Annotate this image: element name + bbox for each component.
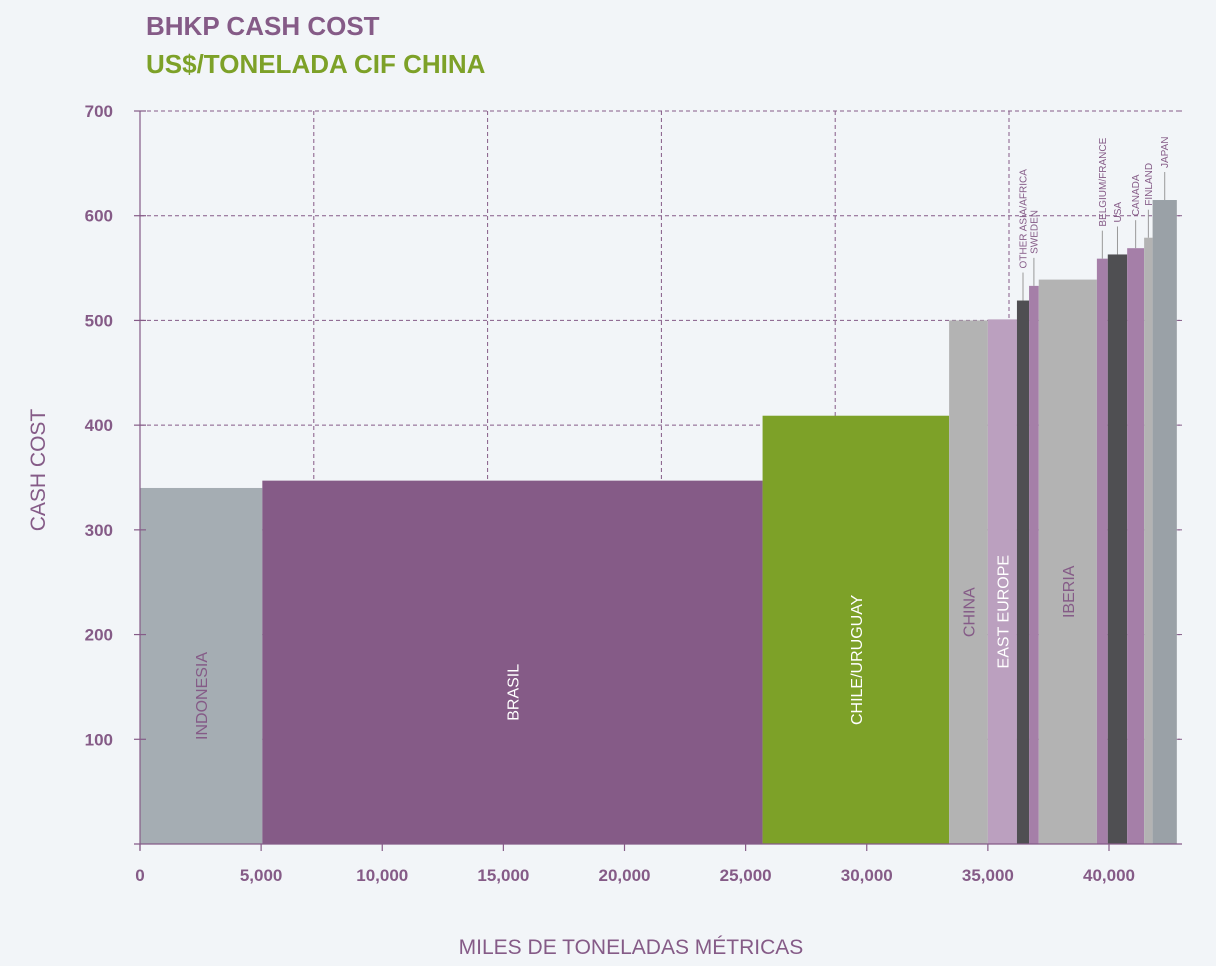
bar-labels: INDONESIA BRASIL CHILE/URUGUAY CHINA EAST EU… (194, 137, 1171, 740)
bar-chile-uruguay (762, 415, 950, 844)
bar-label-finland: FINLAND (1144, 163, 1155, 206)
y-tick-label-100: 100 (85, 730, 113, 749)
bar-label-brasil: BRASIL (505, 664, 522, 721)
bar-indonesia (140, 487, 263, 844)
x-tick-label-0: 0 (135, 866, 144, 885)
chart-subtitle: US$/TONELADA CIF CHINA (146, 49, 486, 79)
y-tick-label-200: 200 (85, 626, 113, 645)
bar-belgium-france (1096, 258, 1108, 844)
bar-japan (1152, 200, 1177, 844)
y-tick-label-400: 400 (85, 416, 113, 435)
y-axis-title: CASH COST (27, 409, 50, 532)
bar-usa (1107, 254, 1128, 845)
bar-china (949, 320, 988, 844)
bar-iberia (1038, 279, 1097, 845)
bars (140, 200, 1177, 845)
bar-finland (1144, 237, 1153, 844)
x-tick-label-30000: 30,000 (841, 866, 893, 885)
x-tick-label-25000: 25,000 (720, 866, 772, 885)
y-tick-label-500: 500 (85, 311, 113, 330)
x-tick-label-15000: 15,000 (477, 866, 529, 885)
x-tick-label-35000: 35,000 (962, 866, 1014, 885)
chart-title: BHKP CASH COST (146, 11, 380, 41)
bar-sweden (1029, 285, 1039, 844)
bar-other-asia-africa (1016, 300, 1030, 845)
bar-label-japan: JAPAN (1160, 137, 1171, 169)
bar-east-europe (987, 319, 1017, 844)
bar-label-indonesia: INDONESIA (194, 652, 211, 740)
y-tick-label-300: 300 (85, 521, 113, 540)
x-axis-title: MILES DE TONELADAS MÉTRICAS (459, 936, 804, 959)
bar-label-other-asia-africa: OTHER ASIA/AFRICA (1019, 169, 1030, 269)
bar-brasil (262, 480, 763, 844)
bar-label-chile-uruguay: CHILE/URUGUAY (849, 594, 866, 725)
bar-label-east-europe: EAST EUROPE (995, 555, 1012, 669)
x-tick-label-20000: 20,000 (599, 866, 651, 885)
y-tick-label-700: 700 (85, 102, 113, 121)
x-tick-label-10000: 10,000 (356, 866, 408, 885)
x-tick-label-5000: 5,000 (240, 866, 283, 885)
bar-label-canada: CANADA (1131, 174, 1142, 216)
y-tick-label-600: 600 (85, 207, 113, 226)
bar-label-sweden: SWEDEN (1029, 210, 1040, 254)
x-tick-label-40000: 40,000 (1083, 866, 1135, 885)
bar-label-belgium-france: BELGIUM/FRANCE (1098, 137, 1109, 226)
bar-label-china: CHINA (961, 587, 978, 637)
bar-label-usa: USA (1113, 202, 1124, 223)
bar-canada (1127, 248, 1145, 844)
axes: 100 200 300 400 500 600 700 0 5,000 10,000 15,000 2… (85, 102, 1182, 885)
bar-label-iberia: IBERIA (1061, 565, 1078, 618)
